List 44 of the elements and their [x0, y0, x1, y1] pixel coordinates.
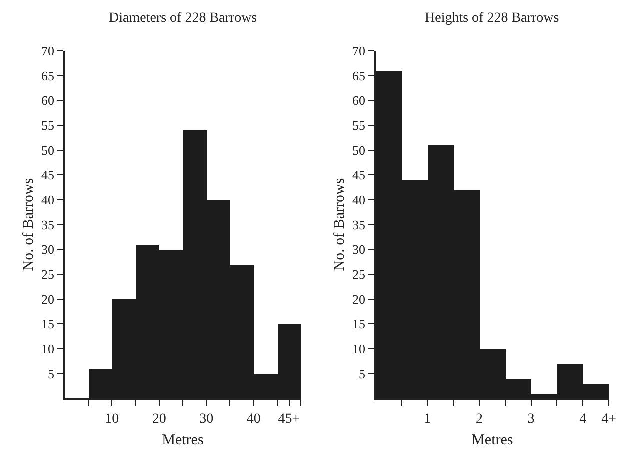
x-tick-label: 10 — [105, 412, 120, 428]
y-tick-label: 15 — [352, 316, 366, 332]
chart-title: Diameters of 228 Barrows — [109, 11, 258, 26]
y-tick-label: 70 — [42, 43, 54, 58]
y-tick-label: 60 — [42, 93, 54, 108]
y-tick-label: 65 — [352, 68, 366, 84]
y-tick-label: 60 — [352, 93, 366, 108]
y-tick-label: 20 — [352, 292, 366, 307]
y-tick-label: 35 — [42, 217, 54, 232]
x-tick-label: 4 — [580, 412, 587, 428]
x-tick-label: 20 — [152, 412, 166, 428]
y-tick-label: 10 — [352, 341, 366, 356]
y-tick-label: 30 — [352, 242, 366, 258]
y-tick-label: 40 — [42, 192, 54, 208]
y-axis-title: No. of Barrows — [21, 178, 38, 272]
y-tick-label: 50 — [352, 142, 366, 158]
x-axis-title: Metres — [472, 432, 514, 449]
y-tick-label: 15 — [42, 316, 54, 332]
x-tick-label: 30 — [200, 412, 214, 428]
x-tick-label: 1 — [424, 412, 432, 428]
y-tick-label: 70 — [352, 43, 366, 58]
y-tick-label: 50 — [42, 142, 54, 158]
x-tick-label: 2 — [476, 412, 483, 428]
y-tick-label: 65 — [42, 68, 54, 84]
y-tick-label: 55 — [352, 118, 366, 133]
x-tick-label: 45+ — [278, 412, 300, 428]
x-tick-label: 4+ — [602, 412, 617, 428]
y-tick-label: 10 — [42, 341, 54, 356]
chart-title: Heights of 228 Barrows — [425, 11, 560, 26]
y-tick-label: 35 — [352, 217, 366, 232]
y-tick-label: 25 — [42, 266, 54, 282]
y-axis-title: No. of Barrows — [332, 178, 348, 272]
y-tick-label: 25 — [352, 266, 366, 282]
y-tick-label: 45 — [42, 168, 54, 183]
y-tick-label: 5 — [48, 366, 54, 382]
x-axis-title: Metres — [162, 432, 204, 449]
y-tick-label: 30 — [42, 242, 54, 258]
x-tick-label: 3 — [528, 412, 535, 428]
y-tick-label: 45 — [352, 168, 366, 183]
y-tick-label: 40 — [352, 192, 366, 208]
y-tick-label: 20 — [42, 292, 54, 307]
y-tick-label: 5 — [358, 366, 366, 382]
x-tick-label: 40 — [246, 412, 261, 428]
y-tick-label: 55 — [42, 118, 54, 133]
